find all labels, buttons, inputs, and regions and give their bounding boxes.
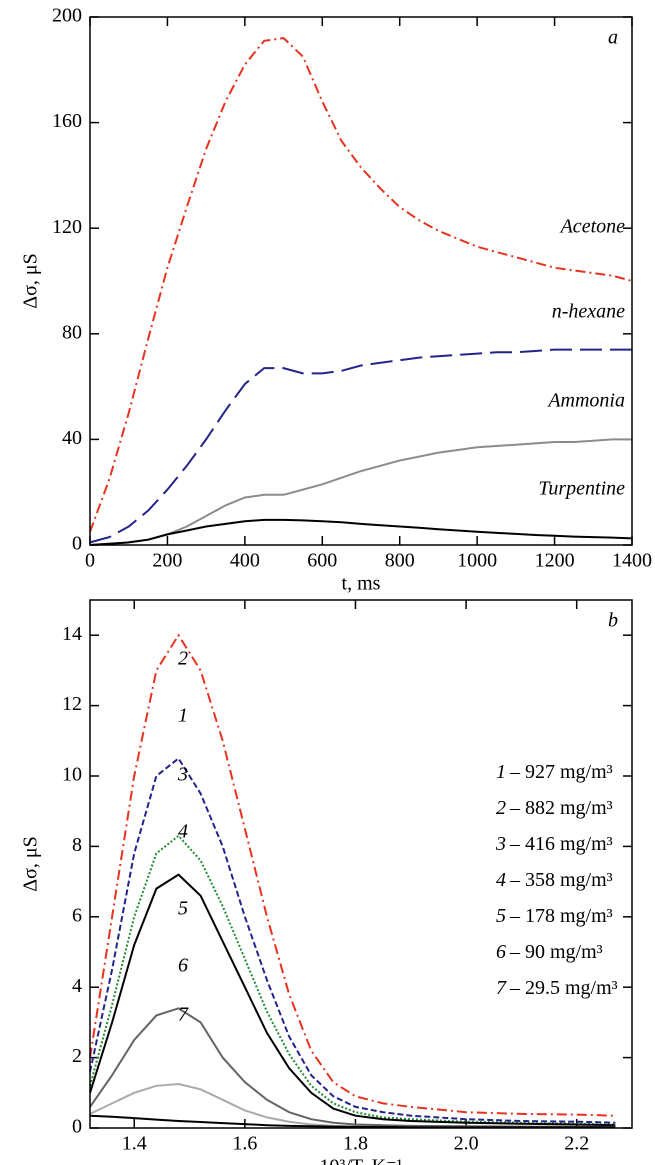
- x-tick-label: 1.4: [122, 1133, 147, 1155]
- legend-text: – 29.5 mg/m³: [509, 977, 618, 999]
- y-tick-label: 200: [52, 5, 82, 27]
- series-line: [89, 518, 633, 546]
- x-tick-label: 1200: [535, 550, 575, 572]
- x-tick-label: 2.2: [564, 1133, 589, 1155]
- y-axis-label: Δσ, μS: [20, 253, 42, 309]
- y-tick-label: 2: [72, 1045, 82, 1067]
- legend-text: – 927 mg/m³: [509, 761, 613, 783]
- x-tick-label: 1000: [457, 550, 497, 572]
- legend-entry: 4– 358 mg/m³: [496, 869, 613, 891]
- x-tick-label: 400: [230, 550, 260, 572]
- x-axis-label: t, ms: [342, 573, 381, 595]
- x-tick-label: 600: [307, 550, 337, 572]
- legend-entry: 6– 90 mg/m³: [496, 941, 603, 963]
- x-tick-label: 1.6: [232, 1133, 257, 1155]
- y-tick-label: 40: [62, 427, 82, 449]
- legend-text: – 882 mg/m³: [509, 797, 613, 819]
- legend-entry: 5– 178 mg/m³: [496, 905, 613, 927]
- x-tick-label: 0: [85, 550, 95, 572]
- plot-frame: [89, 16, 633, 546]
- x-tick-label: 2.0: [454, 1133, 479, 1155]
- legend-number: 6: [496, 941, 506, 963]
- y-tick-label: 12: [62, 693, 82, 715]
- series-label: 1: [178, 705, 188, 727]
- series-line: [89, 37, 633, 533]
- x-tick-label: 1400: [612, 550, 652, 572]
- y-tick-label: 80: [62, 321, 82, 343]
- x-tick-label: 1.8: [343, 1133, 368, 1155]
- y-tick-label: 10: [62, 764, 82, 786]
- legend-number: 1: [496, 761, 506, 783]
- x-axis-label: 10³/T, K⁻¹: [319, 1156, 402, 1165]
- legend-text: – 178 mg/m³: [509, 905, 613, 927]
- legend-number: 7: [496, 977, 507, 999]
- series-label: Acetone: [559, 216, 626, 238]
- legend-number: 4: [496, 869, 506, 891]
- y-tick-label: 0: [72, 533, 82, 555]
- series-label: 4: [178, 821, 188, 843]
- legend-number: 5: [496, 905, 506, 927]
- y-tick-label: 120: [52, 216, 82, 238]
- series-label: 7: [178, 1004, 189, 1026]
- series-label: 6: [178, 955, 188, 977]
- panel-label: a: [608, 27, 618, 49]
- legend-number: 3: [495, 833, 506, 855]
- legend-text: – 358 mg/m³: [509, 869, 613, 891]
- series-label: 5: [178, 898, 188, 920]
- legend-number: 2: [496, 797, 506, 819]
- legend-entry: 2– 882 mg/m³: [496, 797, 613, 819]
- legend-entry: 3– 416 mg/m³: [495, 833, 613, 855]
- y-tick-label: 0: [72, 1116, 82, 1138]
- y-tick-label: 160: [52, 110, 82, 132]
- y-tick-label: 8: [72, 834, 82, 856]
- panel-label: b: [608, 610, 618, 632]
- series-label: Ammonia: [546, 390, 625, 412]
- series-label: 2: [178, 648, 188, 670]
- y-axis-label: Δσ, μS: [20, 836, 42, 892]
- series-label: 3: [177, 764, 188, 786]
- series-line: [89, 438, 632, 546]
- series-line: [89, 1007, 616, 1128]
- legend-entry: 7– 29.5 mg/m³: [496, 977, 618, 999]
- series-line: [89, 756, 616, 1124]
- x-tick-label: 800: [385, 550, 415, 572]
- legend-text: – 416 mg/m³: [509, 833, 613, 855]
- x-tick-label: 200: [152, 550, 182, 572]
- series-label: Turpentine: [538, 478, 625, 500]
- y-tick-label: 14: [62, 623, 82, 645]
- series-line: [89, 348, 632, 544]
- y-tick-label: 6: [72, 904, 82, 926]
- series-line: [89, 834, 616, 1126]
- series-line: [89, 873, 616, 1127]
- y-tick-label: 4: [72, 975, 82, 997]
- legend-entry: 1– 927 mg/m³: [496, 761, 613, 783]
- series-line: [89, 633, 616, 1117]
- plot-frame: [89, 599, 633, 1129]
- legend-text: – 90 mg/m³: [509, 941, 603, 963]
- series-label: n-hexane: [552, 301, 625, 323]
